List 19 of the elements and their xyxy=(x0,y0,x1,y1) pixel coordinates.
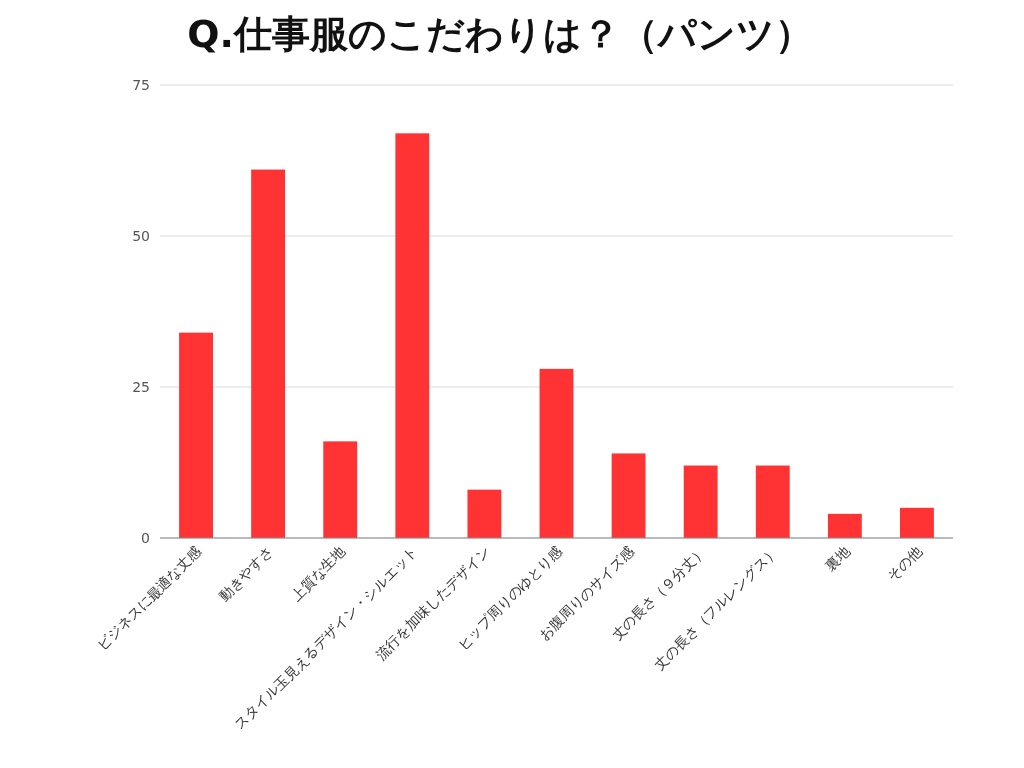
y-tick-label: 50 xyxy=(132,228,150,244)
chart-title: Q.仕事服のこだわりは？（パンツ） xyxy=(187,12,813,56)
bar xyxy=(251,169,286,538)
bar xyxy=(900,507,934,538)
bar xyxy=(611,453,646,538)
bar xyxy=(827,513,862,538)
y-tick-label: 75 xyxy=(132,77,150,93)
x-tick-label: 動きやすさ xyxy=(215,542,277,604)
x-tick-label: 裏地 xyxy=(821,542,853,574)
bar xyxy=(683,465,718,538)
x-tick-label: 上質な生地 xyxy=(287,542,349,604)
bar xyxy=(179,332,213,538)
bar xyxy=(467,489,502,538)
bar xyxy=(395,133,430,538)
bar xyxy=(539,368,574,538)
bar xyxy=(323,441,358,538)
bar xyxy=(755,465,790,538)
y-tick-label: 25 xyxy=(132,379,150,395)
x-tick-label: その他 xyxy=(884,542,926,584)
